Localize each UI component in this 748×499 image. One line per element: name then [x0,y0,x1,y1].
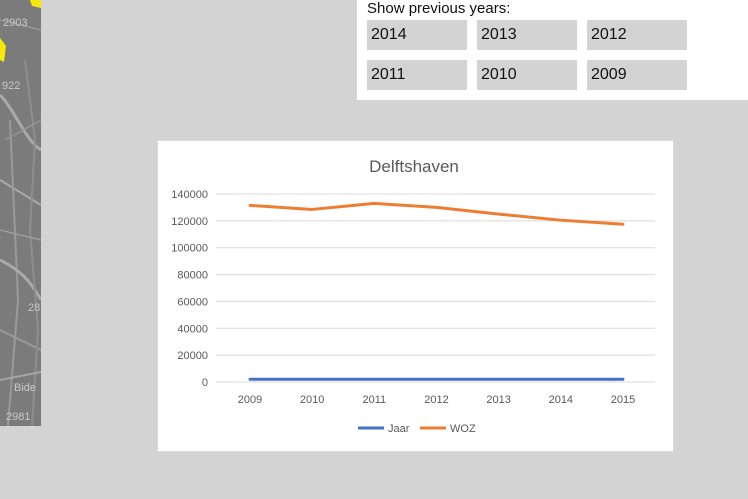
year-button-2013[interactable]: 2013 [477,20,577,50]
legend-label: Jaar [388,423,410,435]
x-tick-label: 2011 [363,394,387,406]
year-button-2012[interactable]: 2012 [587,20,687,50]
map-label: 2981 [6,411,31,423]
y-tick-label: 0 [202,377,208,389]
y-tick-label: 40000 [177,323,208,335]
x-tick-label: 2015 [611,394,635,406]
chart-title: Delftshaven [369,157,459,176]
previous-years-title: Show previous years: [367,0,511,17]
x-tick-label: 2009 [238,394,262,406]
line-chart: Delftshaven 0 20000 40000 60000 80000 100000 1… [171,157,655,435]
legend-label: WOZ [450,423,476,435]
map-streets [0,0,41,426]
y-tick-label: 100000 [171,243,208,255]
map-label: 922 [2,80,21,92]
series-line-woz [248,201,625,226]
x-tick-label: 2012 [424,394,448,406]
y-tick-label: 120000 [171,216,208,228]
map-label: Bide [14,382,37,394]
map-label: 2903 [3,17,28,29]
y-tick-label: 80000 [177,270,208,282]
year-button-2014[interactable]: 2014 [367,20,467,50]
map-background[interactable]: 2903 922 28 Bide 2981 [0,0,41,426]
year-button-2009[interactable]: 2009 [587,60,687,90]
chart-card: Delftshaven 0 20000 40000 60000 80000 100000 1… [157,140,674,452]
y-tick-label: 60000 [177,296,208,308]
x-tick-label: 2013 [486,394,510,406]
year-button-2011[interactable]: 2011 [367,60,467,90]
y-tick-label: 140000 [171,189,208,201]
map-label: 28 [28,302,41,314]
y-tick-label: 20000 [177,350,208,362]
x-tick-label: 2010 [300,394,324,406]
year-button-2010[interactable]: 2010 [477,60,577,90]
previous-years-panel: Show previous years: 2014 2013 2012 2011… [357,0,748,100]
x-tick-label: 2014 [549,394,573,406]
